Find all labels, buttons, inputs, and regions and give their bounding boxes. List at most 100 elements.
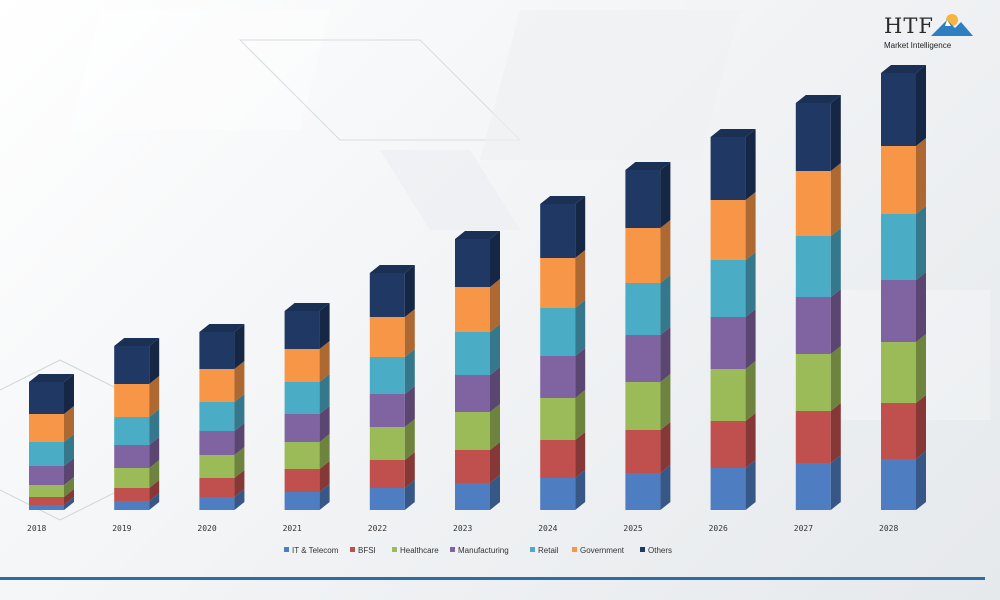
bar-segment [881, 138, 926, 214]
bar-segment [710, 309, 756, 369]
bar-segment [710, 192, 756, 260]
htf-logo: HTF Market Intelligence [884, 14, 984, 54]
bar-segment [29, 477, 74, 497]
bar-segment [455, 475, 500, 510]
bottom-accent-bar [0, 577, 985, 580]
legend-swatch [284, 547, 289, 552]
category-label: 2021 [283, 524, 302, 533]
legend-label: Healthcare [400, 546, 439, 555]
bar-segment [29, 497, 74, 510]
legend-label: Manufacturing [458, 546, 509, 555]
bar-segment [29, 434, 74, 466]
bar-segment [369, 419, 415, 460]
bar-segment [795, 346, 841, 411]
bar-segment [540, 250, 586, 308]
bar-segment [199, 423, 245, 455]
bar-segment [199, 394, 245, 431]
legend-item: IT & Telecom [284, 546, 339, 555]
bar-segment [29, 489, 74, 505]
bar-segment [625, 374, 671, 430]
bar-segment [114, 376, 160, 417]
bar-segment [625, 220, 671, 283]
bar-segment [881, 451, 926, 510]
bar-segment [199, 447, 245, 478]
logo-sub-text: Market Intelligence [884, 41, 952, 50]
category-label: 2025 [623, 524, 642, 533]
category-label: 2019 [112, 524, 131, 533]
bar-segment [114, 437, 160, 468]
bar-segment [625, 422, 671, 473]
bar-segment [284, 484, 330, 510]
logo-mountain-icon [931, 14, 973, 36]
bar-segment [795, 163, 841, 236]
bars-group [29, 65, 926, 510]
legend-swatch [530, 547, 535, 552]
legend-label: Retail [538, 546, 559, 555]
bar-segment [795, 455, 841, 510]
bar-segment [369, 265, 415, 317]
bar-segment [114, 409, 160, 445]
category-label: 2024 [538, 524, 557, 533]
bar-segment [881, 65, 926, 146]
bar-segment [625, 162, 671, 228]
bar-segment [29, 458, 74, 485]
bar-segment [795, 228, 841, 297]
bar-segment [199, 489, 245, 510]
bar-segment [540, 300, 586, 356]
bar-segment [455, 324, 500, 375]
category-label: 2018 [27, 524, 46, 533]
legend-item: Manufacturing [450, 546, 509, 555]
bar-segment [540, 432, 586, 478]
bar-segment [710, 413, 756, 468]
logo-main-text: HTF [884, 14, 934, 38]
legend-swatch [392, 547, 397, 552]
legend-item: Healthcare [392, 546, 439, 555]
legend-label: IT & Telecom [292, 546, 339, 555]
bar-segment [881, 272, 926, 342]
bar-segment [284, 303, 330, 349]
bar-segment [625, 327, 671, 382]
bar-segment [369, 452, 415, 488]
category-label: 2028 [879, 524, 898, 533]
bar-segment [455, 279, 500, 332]
legend-swatch [450, 547, 455, 552]
bar-segment [881, 334, 926, 403]
bar-segment [881, 395, 926, 459]
legend-item: Retail [530, 546, 559, 555]
bar-segment [795, 403, 841, 463]
bar-segment [369, 386, 415, 427]
legend-label: Others [648, 546, 672, 555]
bar-segment [540, 348, 586, 398]
bar-segment [369, 309, 415, 357]
bar-segment [199, 470, 245, 497]
bar-segment [540, 390, 586, 440]
bar-segment [114, 493, 160, 510]
bar-segment [710, 252, 756, 317]
bar-segment [199, 324, 245, 369]
legend-swatch [350, 547, 355, 552]
legend-label: BFSI [358, 546, 376, 555]
bar-segment [795, 289, 841, 354]
bar-segment [114, 480, 160, 501]
category-label: 2020 [197, 524, 216, 533]
bar-segment [625, 465, 671, 510]
bar-segment [455, 442, 500, 483]
bar-segment [114, 338, 160, 384]
bar-segment [369, 480, 415, 510]
legend-swatch [572, 547, 577, 552]
bar-segment [199, 361, 245, 402]
bar-segment [284, 434, 330, 469]
legend: IT & Telecom BFSI Healthcare Manufacturing R… [284, 546, 672, 555]
category-label: 2023 [453, 524, 472, 533]
bar-segment [710, 460, 756, 510]
bar-segment [625, 275, 671, 335]
category-labels: 2018 2019 2020 2021 2022 2023 2024 2025 2026 2027… [27, 524, 898, 533]
bar-segment [29, 406, 74, 442]
bar-segment [710, 129, 756, 200]
bar-segment [881, 206, 926, 280]
legend-item: BFSI [350, 546, 376, 555]
bar-segment [540, 470, 586, 510]
bar-segment [710, 361, 756, 421]
bar-segment [795, 95, 841, 171]
